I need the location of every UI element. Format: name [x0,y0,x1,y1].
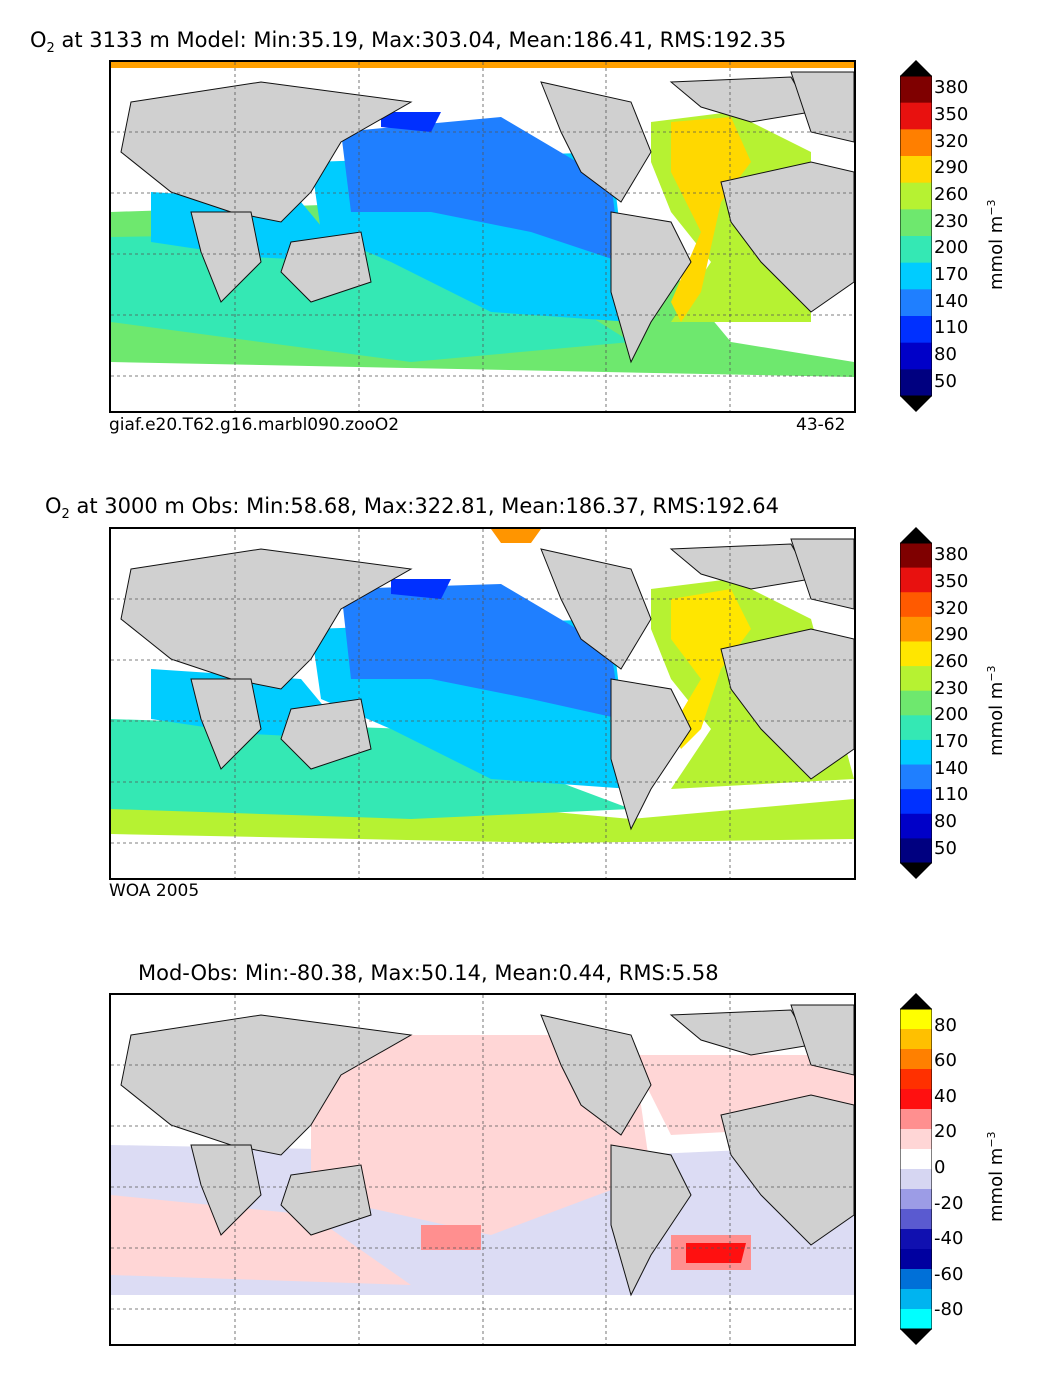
colorbar-band [900,129,932,157]
colorbar-band [900,592,932,618]
colorbar-band [900,666,932,692]
colorbar-tick-label: 320 [934,597,969,619]
colorbar-band [900,1129,932,1150]
colorbar-tick-label: 260 [934,651,969,672]
colorbar-band [900,182,932,210]
colorbar-tick-label: 50 [934,837,957,859]
colorbar-band [900,1069,932,1090]
colorbar-band [900,838,932,864]
colorbar-band [900,76,932,104]
colorbar-tick-label: 350 [934,571,969,592]
colorbar-tick-label: 60 [934,1050,957,1072]
colorbar-tick-label: 140 [934,290,969,312]
colorbar-band [900,1089,932,1110]
colorbar-band [900,1309,932,1330]
colorbar-band [900,567,932,593]
panel2-colorbar [899,527,933,879]
colorbar-band [900,1249,932,1270]
colorbar-tick-label: -40 [934,1228,964,1250]
colorbar-band [900,236,932,264]
panel3-title: Mod-Obs: Min:-80.38, Max:50.14, Mean:0.4… [138,961,719,985]
colorbar-tick-label: 0 [934,1157,946,1178]
panel3-map [109,993,856,1346]
colorbar-tick-label: -20 [934,1192,964,1214]
colorbar-band [900,1009,932,1030]
colorbar-tick-label: 320 [934,130,969,152]
colorbar-band [900,1269,932,1290]
colorbar-band [900,1109,932,1130]
colorbar-band [900,342,932,370]
colorbar-tick-label: -80 [934,1299,964,1321]
colorbar-tick-label: 200 [934,237,969,259]
colorbar-tick-label: 80 [934,811,957,832]
colorbar-band [900,739,932,766]
panel1-title: O2 at 3133 m Model: Min:35.19, Max:303.0… [30,28,787,56]
colorbar-tick-label: 140 [934,757,969,779]
colorbar-tick-label: 170 [934,264,969,285]
colorbar-tick-label: 20 [934,1121,957,1143]
panel1-years-label: 43-62 [796,415,846,435]
colorbar-band [900,156,932,184]
colorbar-tick-label: 80 [934,344,957,365]
panel3-colorbar [899,993,933,1345]
colorbar-band [900,1289,932,1310]
colorbar-band [900,1189,932,1210]
panel3-units-label: mmol m−3 [985,1131,1007,1222]
colorbar-band [900,262,932,290]
colorbar-tick-label: 170 [934,731,969,752]
colorbar-band [900,543,932,569]
colorbar-tick-label: 200 [934,704,969,726]
colorbar-band [900,289,932,317]
colorbar-tick-label: 80 [934,1014,957,1036]
colorbar-tick-label: 230 [934,677,969,699]
panel2-title: O2 at 3000 m Obs: Min:58.68, Max:322.81,… [45,494,779,522]
colorbar-tick-label: 110 [934,784,969,806]
colorbar-band [900,1169,932,1190]
colorbar-tick-label: 230 [934,210,969,232]
panel1-case-label: giaf.e20.T62.g16.marbl090.zooO2 [109,415,400,435]
colorbar-band [900,715,932,741]
colorbar-band [900,1149,932,1170]
colorbar-band [900,616,932,642]
colorbar-tick-label: 260 [934,184,969,205]
colorbar-tick-label: 110 [934,317,969,339]
colorbar-band [900,1049,932,1070]
panel2-source-label: WOA 2005 [109,881,200,901]
colorbar-tick-label: 380 [934,77,969,99]
colorbar-band [900,789,932,815]
colorbar-band [900,102,932,130]
colorbar-band [900,764,932,790]
colorbar-band [900,813,932,839]
colorbar-tick-label: 290 [934,624,969,646]
panel1-colorbar [899,60,933,412]
colorbar-band [900,1229,932,1250]
colorbar-band [900,316,932,344]
colorbar-band [900,369,932,397]
colorbar-band [900,641,932,667]
colorbar-band [900,690,932,716]
panel2-map [109,527,856,880]
colorbar-band [900,1209,932,1230]
colorbar-tick-label: 380 [934,544,969,566]
colorbar-band [900,1029,932,1050]
colorbar-tick-label: 50 [934,370,957,392]
panel2-units-label: mmol m−3 [985,665,1007,756]
colorbar-band [900,209,932,237]
panel1-units-label: mmol m−3 [985,199,1007,290]
colorbar-tick-label: 290 [934,157,969,179]
colorbar-tick-label: 40 [934,1085,957,1107]
colorbar-tick-label: 350 [934,104,969,125]
colorbar-tick-label: -60 [934,1263,964,1285]
panel1-map [109,60,856,413]
